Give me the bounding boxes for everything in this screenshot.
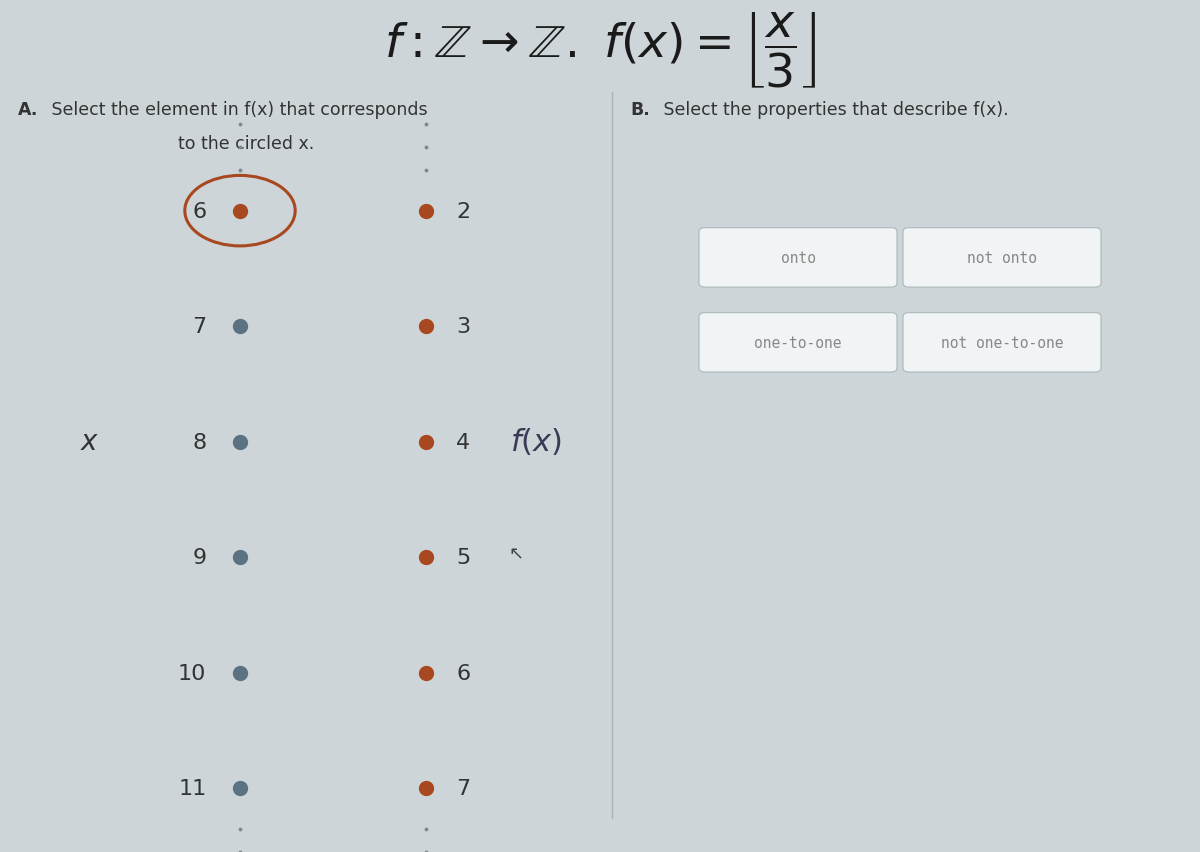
Text: Select the element in f(x) that corresponds: Select the element in f(x) that correspo… [46, 101, 427, 119]
Text: one-to-one: one-to-one [755, 336, 841, 350]
Text: 8: 8 [192, 432, 206, 452]
Text: $f(x)$: $f(x)$ [510, 427, 562, 458]
Text: 11: 11 [178, 779, 206, 798]
Text: $f : \mathbb{Z} \rightarrow \mathbb{Z}.\  f(x) = \left\lfloor\dfrac{x}{3}\right\: $f : \mathbb{Z} \rightarrow \mathbb{Z}.\… [384, 10, 816, 89]
Text: 6: 6 [192, 201, 206, 222]
FancyBboxPatch shape [698, 228, 898, 288]
Text: 3: 3 [456, 317, 470, 337]
Text: not one-to-one: not one-to-one [941, 336, 1063, 350]
Text: onto: onto [780, 250, 816, 266]
FancyBboxPatch shape [698, 314, 898, 372]
Text: 7: 7 [456, 779, 470, 798]
FancyBboxPatch shape [902, 314, 1102, 372]
Text: 9: 9 [192, 548, 206, 567]
FancyBboxPatch shape [902, 228, 1102, 288]
Text: ↖: ↖ [509, 544, 523, 562]
Text: to the circled x.: to the circled x. [178, 135, 314, 153]
Text: 5: 5 [456, 548, 470, 567]
Text: Select the properties that describe f(x).: Select the properties that describe f(x)… [658, 101, 1008, 119]
Text: 4: 4 [456, 432, 470, 452]
Text: 10: 10 [178, 663, 206, 683]
Text: 2: 2 [456, 201, 470, 222]
Text: not onto: not onto [967, 250, 1037, 266]
Text: B.: B. [630, 101, 649, 119]
Text: 7: 7 [192, 317, 206, 337]
Text: 6: 6 [456, 663, 470, 683]
Text: $x$: $x$ [80, 429, 100, 456]
Text: A.: A. [18, 101, 38, 119]
